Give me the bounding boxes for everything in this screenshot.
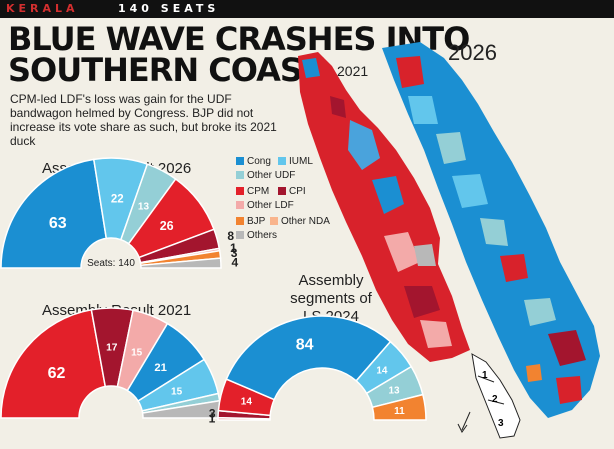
legend-item-others: Others — [236, 230, 277, 242]
map-ls2024-inset: 1 2 3 — [457, 353, 521, 439]
slice-label-other-ldf: 1 — [209, 412, 216, 426]
slice-others — [140, 257, 222, 269]
subheadline: CPM-led LDF's loss was gain for the UDF … — [10, 92, 277, 148]
slice-cpm — [0, 308, 107, 419]
slice-label-bjp: 11 — [394, 406, 405, 417]
map-2026-label: 2026 — [448, 40, 497, 65]
slice-label-iuml: 14 — [376, 366, 388, 377]
legend-item-other-nda: Other NDA — [270, 216, 330, 228]
slice-label-other-ldf: 1 — [230, 241, 237, 255]
state-label: KERALA — [6, 2, 79, 15]
slice-label-cpi: 3 — [209, 407, 216, 421]
legend-item-cpm: CPM — [236, 186, 269, 198]
legend-item-other-udf: Other UDF — [236, 170, 295, 182]
seats-label: 140 SEATS — [118, 2, 220, 15]
slice-label-others: 4 — [232, 256, 239, 270]
slice-label-iuml: 22 — [111, 193, 124, 205]
slice-label-cpm: 62 — [48, 365, 66, 382]
chart-note: Seats: 140 — [87, 258, 135, 269]
legend-item-bjp: BJP — [236, 216, 265, 228]
slice-bjp — [371, 393, 427, 421]
slice-label-cpi: 17 — [106, 343, 118, 354]
inset-label-2: 2 — [492, 394, 498, 405]
headline: BLUE WAVE CRASHES INTO SOUTHERN COAST — [8, 23, 470, 89]
map-2026 — [382, 42, 600, 418]
slice-label-other-ldf: 15 — [131, 347, 143, 358]
slice-label-cpm: 26 — [160, 219, 174, 233]
slice-label-other-udf: 13 — [138, 201, 150, 212]
headline-line-2: SOUTHERN COAST — [8, 51, 324, 89]
map-2021 — [298, 52, 470, 362]
slice-label-cpi: 8 — [227, 229, 234, 243]
inset-label-3: 3 — [498, 418, 504, 429]
legend-item-cpi: CPI — [278, 186, 306, 198]
legend-item-cong: Cong — [236, 156, 271, 168]
slice-label-cpm: 14 — [241, 396, 253, 407]
legend-item-other-ldf: Other LDF — [236, 200, 294, 212]
slice-label-bjp: 3 — [231, 246, 238, 260]
chart-2021: 621715211537 — [0, 307, 238, 419]
map-2021-label: 2021 — [337, 63, 369, 79]
slice-label-cong: 84 — [296, 337, 314, 354]
slice-cong — [225, 315, 392, 401]
inset-label-1: 1 — [482, 370, 488, 381]
slice-label-cong: 63 — [49, 215, 67, 232]
slice-cong — [0, 158, 108, 269]
top-banner: KERALA 140 SEATS — [0, 0, 614, 18]
legend-item-iuml: IUML — [278, 156, 313, 168]
slice-label-other-udf: 13 — [389, 386, 401, 397]
slice-label-iuml: 15 — [171, 386, 183, 397]
slice-label-cong: 21 — [154, 362, 167, 374]
